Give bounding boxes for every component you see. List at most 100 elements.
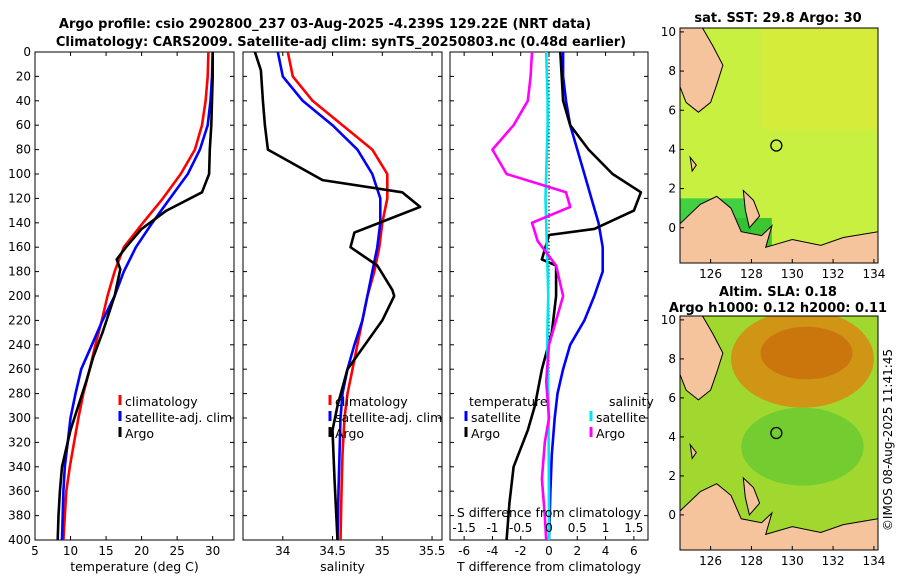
map-field — [680, 316, 878, 550]
x-tick-label: 30 — [205, 544, 220, 558]
land-mass — [680, 483, 878, 550]
x-tick-label: -6 — [458, 544, 470, 558]
x-tick-label-secondary: -1.5 — [452, 521, 475, 535]
x-tick-label: 132 — [822, 554, 845, 568]
y-tick-label: 2 — [668, 469, 676, 483]
y-tick-label: 360 — [8, 484, 31, 498]
x-axis-label: T difference from climatology — [456, 559, 642, 574]
y-tick-label: 20 — [16, 69, 31, 83]
x-tick-label-secondary: 1 — [602, 521, 610, 535]
legend-label-argo: Argo — [125, 426, 154, 441]
y-tick-label: 120 — [8, 191, 31, 205]
land-mass — [689, 442, 697, 460]
map-frame — [679, 315, 879, 551]
series-line-climatology — [286, 52, 389, 540]
y-tick-label: 340 — [8, 460, 31, 474]
x-tick-label: 130 — [781, 267, 804, 281]
x-tick-label: 10 — [63, 544, 78, 558]
map2-title-a: Altim. SLA: 0.18 — [719, 285, 837, 300]
x-tick-label: 34.5 — [319, 544, 346, 558]
y-tick-label: 160 — [8, 240, 31, 254]
series-line-s-satellite — [544, 52, 551, 540]
y-tick-label: 280 — [8, 387, 31, 401]
land-mass — [742, 476, 761, 516]
land-mass — [742, 189, 761, 229]
y-tick-label: 180 — [8, 265, 31, 279]
y-tick-label: 380 — [8, 509, 31, 523]
y-tick-label: 300 — [8, 411, 31, 425]
x-tick-label: 35.5 — [419, 544, 446, 558]
map2-title-b: Argo h1000: 0.12 h2000: 0.11 — [669, 301, 887, 316]
legend-title-temperature: temperature — [469, 394, 548, 409]
salinity-panel: 34 34.5 35 35.5 salinity climatologysatellite… — [242, 51, 446, 574]
x-tick-label-secondary: 1.5 — [624, 521, 643, 535]
y-tick-label: 140 — [8, 216, 31, 230]
legend-label-argo: Argo — [335, 426, 364, 441]
y-tick-label: 200 — [8, 289, 31, 303]
x-tick-label: 132 — [822, 267, 845, 281]
x-tick-label: 128 — [740, 554, 763, 568]
x-tick-label: -2 — [515, 544, 527, 558]
series-line-s-argo — [491, 52, 572, 540]
sla-high-core — [760, 326, 853, 380]
legend-label-satellite: satellite — [596, 410, 646, 425]
legend-label-argo: Argo — [596, 426, 625, 441]
x-tick-label: 15 — [98, 544, 113, 558]
x-tick-label: 34 — [275, 544, 290, 558]
y-tick-label: 60 — [16, 118, 31, 132]
legend-label-argo: Argo — [471, 426, 500, 441]
sst-map: 126 128 130 132 134 0 2 4 6 8 10 — [661, 25, 886, 281]
y-tick-label: 2 — [668, 182, 676, 196]
x-tick-label: 20 — [134, 544, 149, 558]
y-tick-label: 4 — [668, 142, 676, 156]
y-tick-label: 4 — [668, 430, 676, 444]
legend-title-salinity: salinity — [609, 394, 654, 409]
series-line-satellite-adj-clim — [60, 52, 214, 540]
legend-label-satellite: satellite — [471, 410, 521, 425]
x-axis-label: salinity — [320, 559, 365, 574]
series-line-satellite-adj-clim — [276, 52, 382, 540]
y-tick-label: 320 — [8, 435, 31, 449]
x-tick-label: 134 — [862, 554, 885, 568]
y-tick-label: 40 — [16, 94, 31, 108]
series-line-argo — [253, 52, 422, 540]
x-tick-label: -4 — [486, 544, 498, 558]
x-tick-label: 5 — [31, 544, 39, 558]
x-tick-label-secondary: 0.5 — [568, 521, 587, 535]
x-tick-label: 35 — [375, 544, 390, 558]
y-tick-label: 0 — [668, 221, 676, 235]
map-frame — [679, 27, 879, 264]
x-tick-label: 126 — [699, 267, 722, 281]
y-tick-label: 6 — [668, 391, 676, 405]
series-line-argo — [56, 52, 214, 540]
x-tick-label-secondary: -1 — [486, 521, 498, 535]
land-mass — [680, 316, 724, 401]
sla-low — [741, 407, 864, 486]
series-group — [253, 52, 422, 540]
argo-position-marker — [770, 426, 783, 440]
y-tick-label: 80 — [16, 143, 31, 157]
x-tick-label-secondary: -0.5 — [509, 521, 532, 535]
main-title-line2: Climatology: CARS2009. Satellite-adj cli… — [56, 35, 626, 50]
land-mass — [680, 195, 878, 263]
land-mass — [689, 155, 697, 173]
y-tick-label: 10 — [661, 313, 676, 327]
y-tick-label: 220 — [8, 313, 31, 327]
legend-label-satellite-adj-clim: satellite-adj. clim — [335, 410, 442, 425]
x-tick-label: 4 — [602, 544, 610, 558]
temperature-panel: 0 20 40 60 80 100 120 140 160 180 200 220 240 260 280 3… — [8, 45, 235, 574]
y-tick-label: 0 — [23, 45, 31, 59]
x-tick-label: 6 — [630, 544, 638, 558]
legend-label-climatology: climatology — [125, 394, 198, 409]
x-axis-label: temperature (deg C) — [70, 559, 199, 574]
x-tick-label-secondary: 0 — [545, 521, 553, 535]
x-tick-label: 25 — [170, 544, 185, 558]
series-group — [56, 52, 214, 540]
argo-position-marker — [770, 139, 783, 152]
y-tick-label: 8 — [668, 352, 676, 366]
land-mass — [680, 28, 724, 113]
legend-label-satellite-adj-clim: satellite-adj. clim — [125, 410, 232, 425]
warm-patch — [761, 28, 878, 130]
x-tick-label: 126 — [699, 554, 722, 568]
